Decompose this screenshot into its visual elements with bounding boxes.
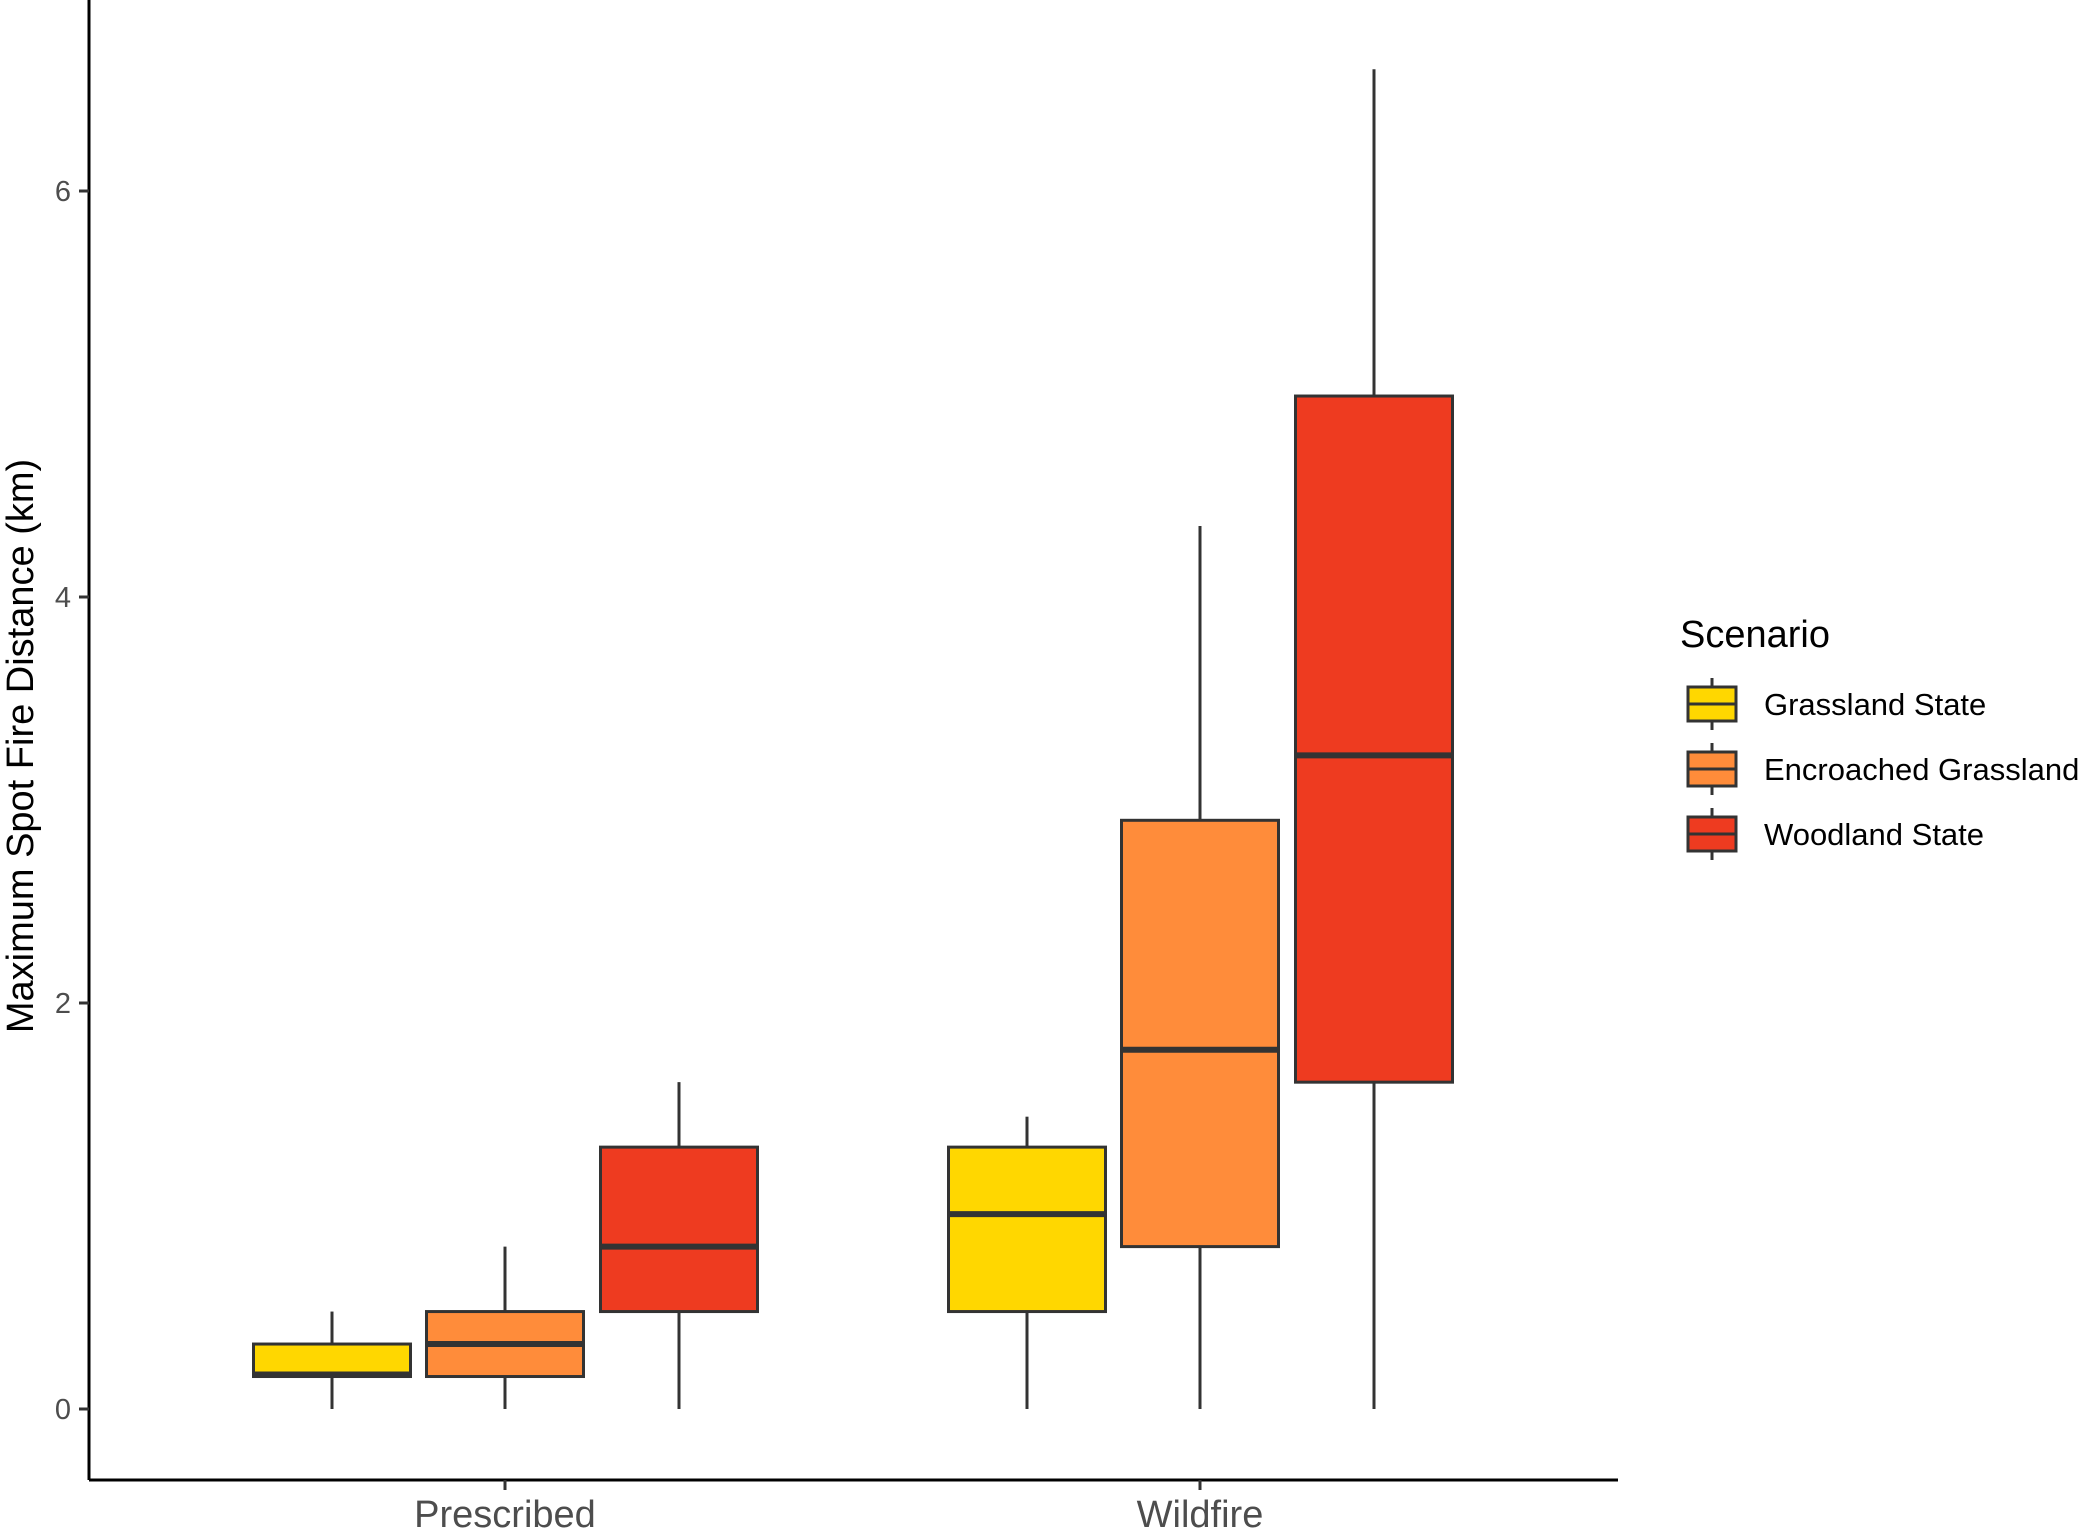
box-body	[947, 1145, 1107, 1314]
box-1-2	[1294, 69, 1454, 1409]
box-body	[599, 1145, 759, 1314]
box-body	[1120, 818, 1280, 1249]
box-1-1	[1120, 525, 1280, 1409]
axes	[87, 0, 1618, 1482]
legend-label: Grassland State	[1764, 687, 1986, 722]
legend-title: Scenario	[1680, 614, 1830, 656]
legend-label: Encroached Grassland	[1764, 752, 2079, 787]
y-tick-label: 2	[55, 988, 71, 1020]
box-body	[252, 1342, 412, 1379]
legend-item: Encroached Grassland	[1686, 743, 2079, 795]
x-tick-label: Wildfire	[1137, 1494, 1264, 1529]
legend-label: Woodland State	[1764, 817, 1984, 852]
x-tick-label: Prescribed	[414, 1494, 596, 1529]
y-tick-label: 6	[55, 176, 71, 208]
plot-area	[252, 69, 1454, 1409]
box-1-0	[947, 1116, 1107, 1409]
legend-item: Woodland State	[1686, 808, 1984, 860]
legend: Scenario Grassland State Encroached Grass…	[1680, 614, 2079, 860]
box-0-0	[252, 1311, 412, 1409]
y-ticks: 0 2 4 6	[55, 176, 89, 1426]
y-axis-title: Maximum Spot Fire Distance (km)	[0, 459, 42, 1033]
y-tick-label: 0	[55, 1394, 71, 1426]
legend-item: Grassland State	[1686, 678, 1986, 730]
box-0-2	[599, 1082, 759, 1409]
x-ticks: Prescribed Wildfire	[414, 1480, 1263, 1529]
box-0-1	[425, 1246, 585, 1409]
y-tick-label: 4	[55, 582, 71, 614]
box-body	[1294, 394, 1454, 1084]
